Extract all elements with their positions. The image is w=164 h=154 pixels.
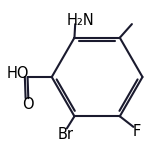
Text: HO: HO bbox=[7, 66, 29, 81]
Text: Br: Br bbox=[57, 127, 73, 142]
Text: O: O bbox=[22, 97, 33, 112]
Text: H₂N: H₂N bbox=[67, 13, 94, 28]
Text: F: F bbox=[133, 124, 141, 139]
